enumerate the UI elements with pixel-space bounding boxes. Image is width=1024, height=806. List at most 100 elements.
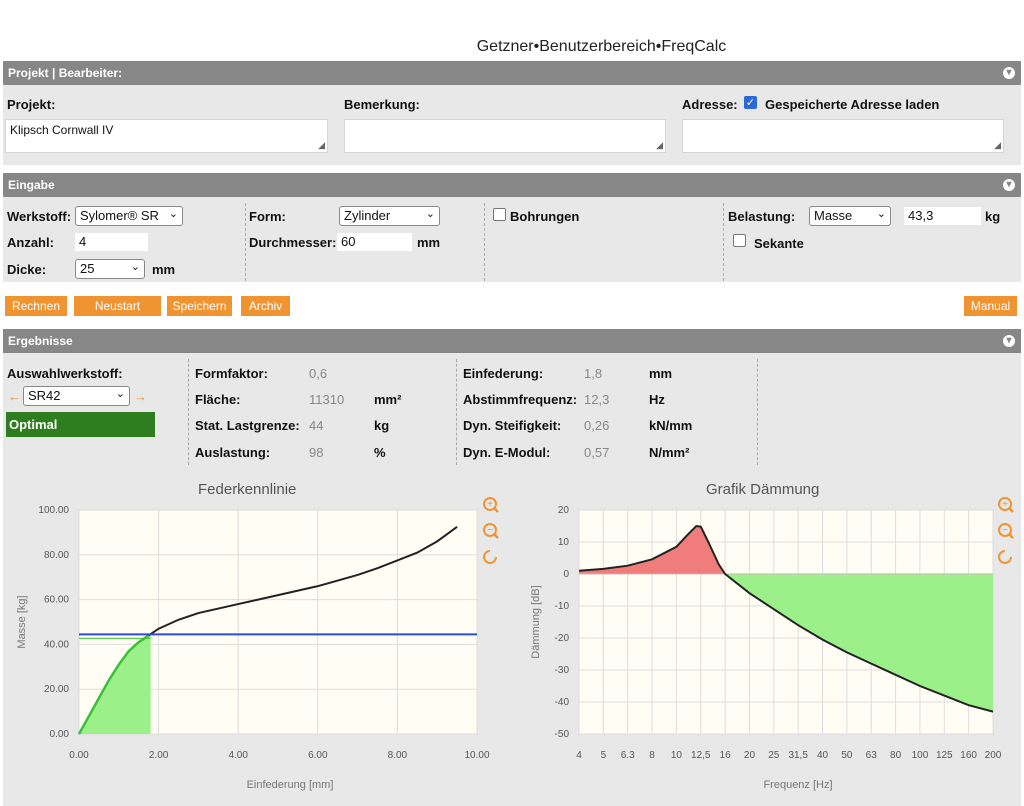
chevron-down-icon: ⌄ xyxy=(130,261,140,273)
x-tick-label: 16 xyxy=(720,750,732,761)
secant-checkbox[interactable] xyxy=(733,234,746,247)
address-checkbox[interactable]: ✓ xyxy=(744,96,757,109)
x-tick-label: 31,5 xyxy=(788,750,808,761)
x-tick-label: 125 xyxy=(936,750,953,761)
series-line xyxy=(578,524,994,713)
load-value-input[interactable]: 43,3 xyxy=(904,207,981,225)
input-section-header[interactable]: Eingabe ▾ xyxy=(3,173,1021,197)
results-section-header[interactable]: Ergebnisse ▾ xyxy=(3,329,1021,353)
thickness-select[interactable]: 25 ⌄ xyxy=(75,259,145,279)
zoom-in-icon[interactable] xyxy=(483,497,497,511)
project-section-header[interactable]: Projekt | Bearbeiter: ▾ xyxy=(3,61,1021,85)
series-line xyxy=(148,525,458,637)
y-axis-label: Masse [kg] xyxy=(16,595,28,648)
load-unit: kg xyxy=(985,209,1001,224)
x-axis-label: Einfederung [mm] xyxy=(247,779,334,791)
address-textarea[interactable]: ◢ xyxy=(682,119,1004,153)
status-badge: Optimal xyxy=(6,412,155,437)
calc-button[interactable]: Rechnen xyxy=(5,296,67,316)
save-button[interactable]: Speichern xyxy=(167,296,232,316)
zoom-out-icon[interactable] xyxy=(998,523,1012,537)
project-textarea[interactable]: Klipsch Cornwall IV ◢ xyxy=(5,119,328,153)
address-checkbox-label: Gespeicherte Adresse laden xyxy=(765,97,940,112)
address-label: Adresse: xyxy=(682,97,738,112)
resize-grip-icon[interactable]: ◢ xyxy=(656,140,663,150)
zoom-in-icon[interactable] xyxy=(998,497,1012,511)
load-type-select[interactable]: Masse ⌄ xyxy=(809,206,891,226)
arrow-right-icon[interactable]: → xyxy=(134,389,147,404)
diameter-input[interactable]: 60 xyxy=(337,233,412,251)
remark-textarea[interactable]: ◢ xyxy=(344,119,666,153)
load-label: Belastung: xyxy=(728,209,796,224)
results-section-title: Ergebnisse xyxy=(8,334,73,348)
result-col1-label: Fläche: xyxy=(195,392,241,407)
x-tick-label: 20 xyxy=(744,750,756,761)
zoom-in-icon-sign: + xyxy=(487,499,493,510)
zoom-out-icon[interactable] xyxy=(483,523,497,537)
chart-title-spring: Federkennlinie xyxy=(198,481,297,498)
x-tick-label: 25 xyxy=(768,750,780,761)
result-col2-value: 1,8 xyxy=(584,366,603,381)
x-tick-label: 6.00 xyxy=(308,750,328,761)
result-col1-value: 44 xyxy=(309,418,324,433)
result-col1-label: Formfaktor: xyxy=(195,366,268,381)
count-label: Anzahl: xyxy=(7,235,54,250)
chevron-down-icon: ⌄ xyxy=(425,208,435,220)
result-col1-label: Auslastung: xyxy=(195,445,271,460)
y-tick-label: -50 xyxy=(555,729,570,740)
count-input[interactable]: 4 xyxy=(75,233,148,251)
archive-button[interactable]: Archiv xyxy=(241,296,290,316)
restart-button[interactable]: Neustart xyxy=(74,296,161,316)
x-tick-label: 10.00 xyxy=(464,750,489,761)
collapse-toggle-icon[interactable]: ▾ xyxy=(1003,179,1015,191)
manual-button[interactable]: Manual xyxy=(964,296,1017,316)
divider xyxy=(723,203,724,281)
result-col1-unit: % xyxy=(374,445,386,460)
x-tick-label: 80 xyxy=(890,750,902,761)
zoom-in-icon-handle xyxy=(1008,507,1014,513)
chart-title-damping: Grafik Dämmung xyxy=(706,481,820,498)
choice-select[interactable]: SR42 ⌄ xyxy=(23,386,130,406)
divider xyxy=(757,359,758,465)
positive-fill xyxy=(579,526,726,574)
reset-icon[interactable] xyxy=(483,550,497,564)
form-value: Zylinder xyxy=(344,208,391,223)
form-label: Form: xyxy=(249,209,286,224)
resize-grip-icon[interactable]: ◢ xyxy=(994,140,1001,150)
x-tick-label: 8 xyxy=(649,750,655,761)
fill-region xyxy=(79,635,151,734)
x-tick-label: 2.00 xyxy=(149,750,169,761)
result-col2-value: 0,26 xyxy=(584,418,610,433)
negative-fill xyxy=(725,574,993,712)
collapse-toggle-icon[interactable]: ▾ xyxy=(1003,335,1015,347)
x-tick-label: 8.00 xyxy=(388,750,408,761)
result-col2-label: Dyn. Steifigkeit: xyxy=(463,418,562,433)
y-tick-label: 0 xyxy=(563,569,569,580)
y-tick-label: 10 xyxy=(558,537,570,548)
result-col1-value: 98 xyxy=(309,445,324,460)
result-col1-value: 0,6 xyxy=(309,366,328,381)
y-tick-label: 0.00 xyxy=(50,729,70,740)
divider xyxy=(188,359,189,465)
x-tick-label: 12,5 xyxy=(691,750,711,761)
x-tick-label: 10 xyxy=(671,750,683,761)
collapse-toggle-icon[interactable]: ▾ xyxy=(1003,67,1015,79)
divider xyxy=(484,203,485,281)
zoom-out-icon-handle xyxy=(493,533,499,539)
holes-checkbox[interactable] xyxy=(493,208,506,221)
result-col1-unit: mm² xyxy=(374,392,402,407)
material-select[interactable]: Sylomer® SR ⌄ xyxy=(75,206,183,226)
chevron-down-icon: ⌄ xyxy=(168,208,178,220)
page-title: Getzner•Benutzerbereich•FreqCalc xyxy=(476,38,727,55)
y-tick-label: -10 xyxy=(555,601,570,612)
reset-icon[interactable] xyxy=(998,550,1012,564)
divider xyxy=(456,359,457,465)
x-tick-label: 50 xyxy=(841,750,853,761)
arrow-left-icon[interactable]: ← xyxy=(8,389,21,404)
choice-value: SR42 xyxy=(28,388,61,403)
x-tick-label: 4 xyxy=(576,750,582,761)
thickness-value: 25 xyxy=(80,261,95,276)
form-select[interactable]: Zylinder ⌄ xyxy=(339,206,440,226)
y-tick-label: -20 xyxy=(555,633,570,644)
resize-grip-icon[interactable]: ◢ xyxy=(318,140,325,150)
